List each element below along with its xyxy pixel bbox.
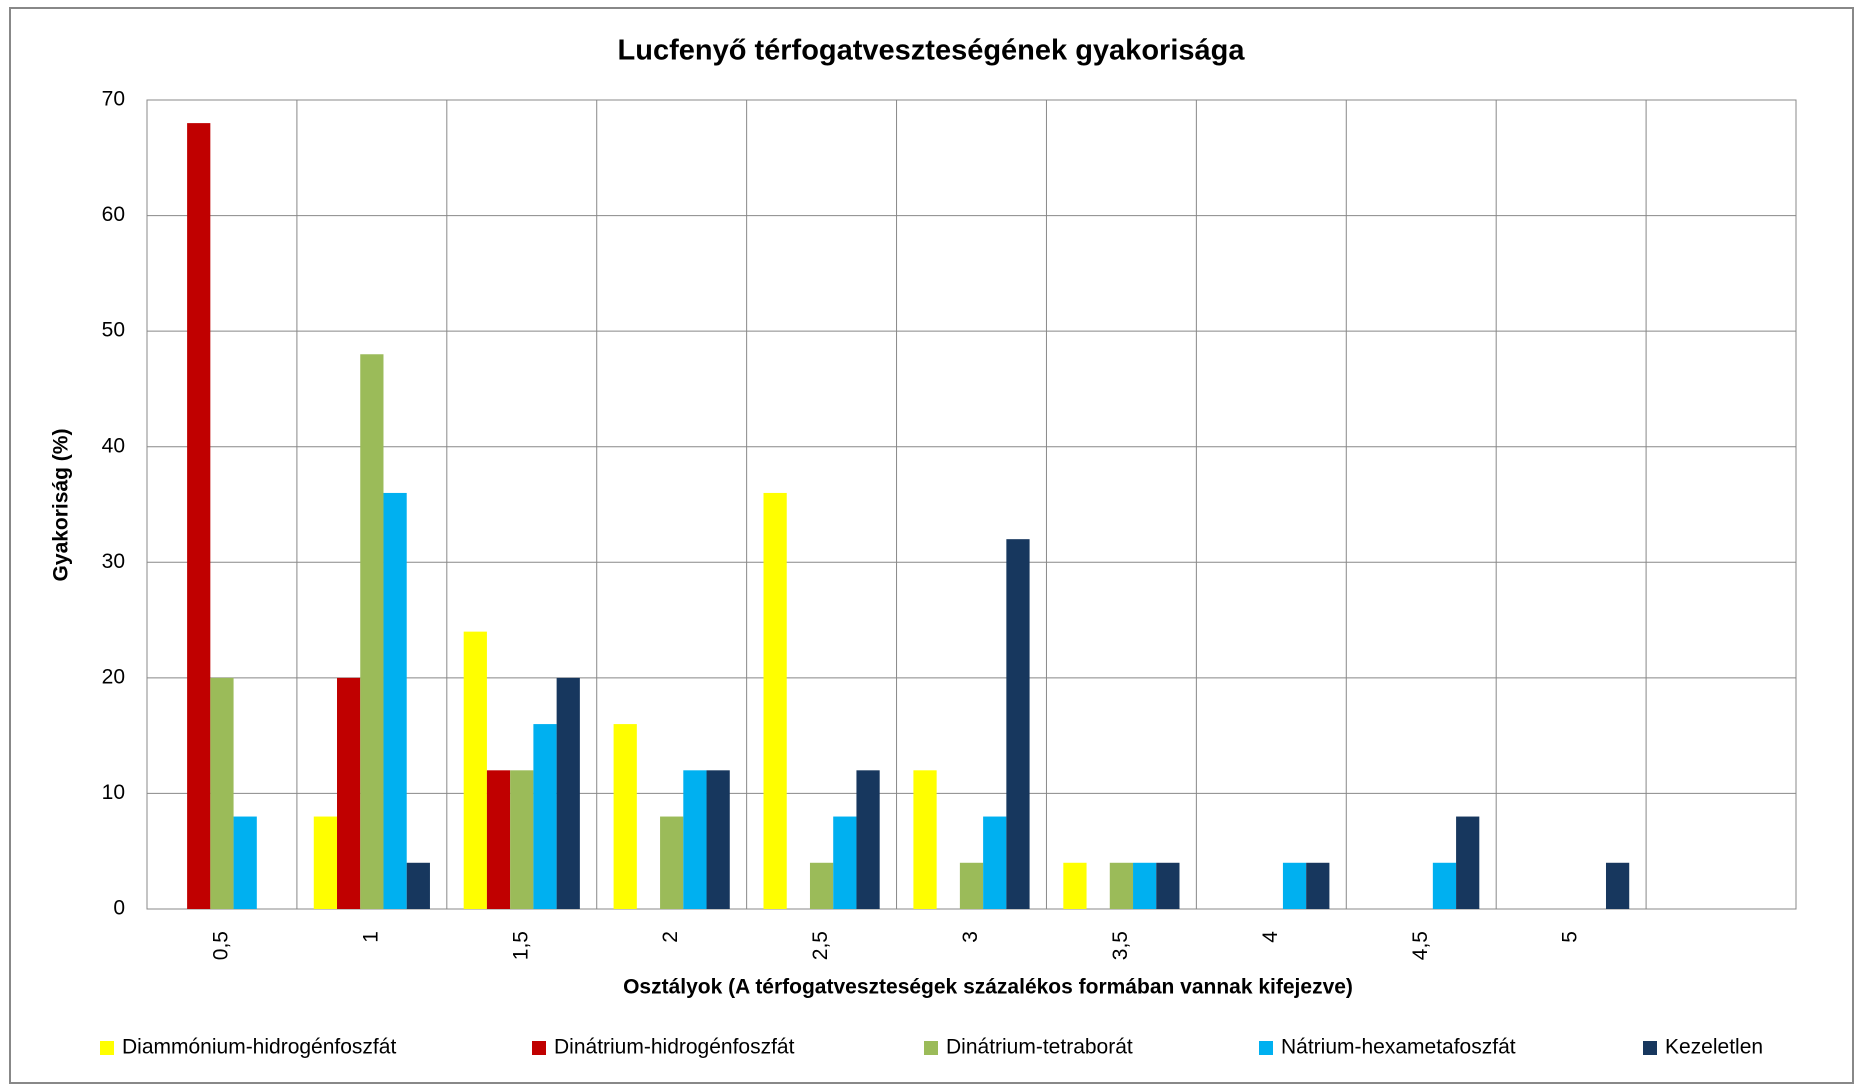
x-tick-label: 3,5 (1109, 931, 1132, 960)
legend-label: Kezeletlen (1665, 1036, 1763, 1059)
legend-swatch (532, 1041, 546, 1055)
legend-swatch (100, 1041, 114, 1055)
bar (313, 816, 338, 909)
x-tick-label: 5 (1559, 931, 1582, 943)
y-tick-label: 10 (102, 781, 125, 804)
bar (809, 862, 834, 909)
bar (1282, 862, 1307, 909)
bar (913, 770, 937, 909)
bar (187, 123, 211, 910)
bar (533, 724, 557, 909)
bar (1306, 862, 1330, 909)
x-tick-label: 2 (659, 931, 682, 943)
legend-label: Dinátrium-tetraborát (946, 1036, 1133, 1059)
bar (210, 677, 234, 909)
x-tick-label: 0,5 (210, 931, 233, 960)
bar (683, 770, 707, 909)
bar (660, 816, 684, 909)
plot-area (146, 99, 1797, 910)
legend-swatch (924, 1041, 938, 1055)
bar (1109, 862, 1134, 909)
y-tick-label: 70 (102, 88, 125, 111)
bar (360, 354, 384, 909)
bar (959, 862, 984, 909)
bar (510, 770, 534, 909)
x-tick-label: 4,5 (1409, 931, 1432, 960)
x-tick-label: 4 (1259, 931, 1282, 943)
y-tick-label: 20 (102, 665, 125, 688)
bar (1156, 862, 1180, 909)
bar (233, 816, 257, 909)
bar (833, 816, 857, 909)
bar (383, 492, 407, 909)
x-tick-label: 1,5 (509, 931, 532, 960)
legend-swatch (1643, 1041, 1657, 1055)
bar (1456, 816, 1480, 909)
bar (556, 677, 580, 909)
bar (1432, 862, 1457, 909)
bar (613, 724, 637, 909)
y-tick-label: 40 (102, 434, 125, 457)
bar (337, 677, 361, 909)
x-axis-title: Osztályok (A térfogatveszteségek százalé… (623, 976, 1353, 999)
bar (1006, 539, 1030, 909)
x-tick-label: 2,5 (809, 931, 832, 960)
legend-swatch (1259, 1041, 1273, 1055)
bar (486, 770, 511, 909)
x-tick-label: 1 (359, 931, 382, 943)
bar (463, 631, 487, 909)
bar (763, 492, 787, 909)
legend-label: Dinátrium-hidrogénfoszfát (554, 1036, 795, 1059)
bar (406, 862, 430, 909)
y-tick-label: 60 (102, 203, 125, 226)
bar (1605, 862, 1630, 909)
bar (706, 770, 730, 909)
x-tick-label: 3 (959, 931, 982, 943)
y-tick-label: 30 (102, 550, 125, 573)
bar (983, 816, 1007, 909)
y-tick-label: 50 (102, 319, 125, 342)
bar (1133, 862, 1157, 909)
bar (856, 770, 880, 909)
legend-label: Diammónium-hidrogénfoszfát (122, 1036, 396, 1059)
y-tick-label: 0 (113, 897, 125, 920)
y-axis-title: Gyakoriság (%) (50, 429, 73, 582)
bar (1063, 862, 1087, 909)
legend-label: Nátrium-hexametafoszfát (1281, 1036, 1516, 1059)
chart-title: Lucfenyő térfogatveszteségének gyakorisá… (618, 35, 1246, 67)
